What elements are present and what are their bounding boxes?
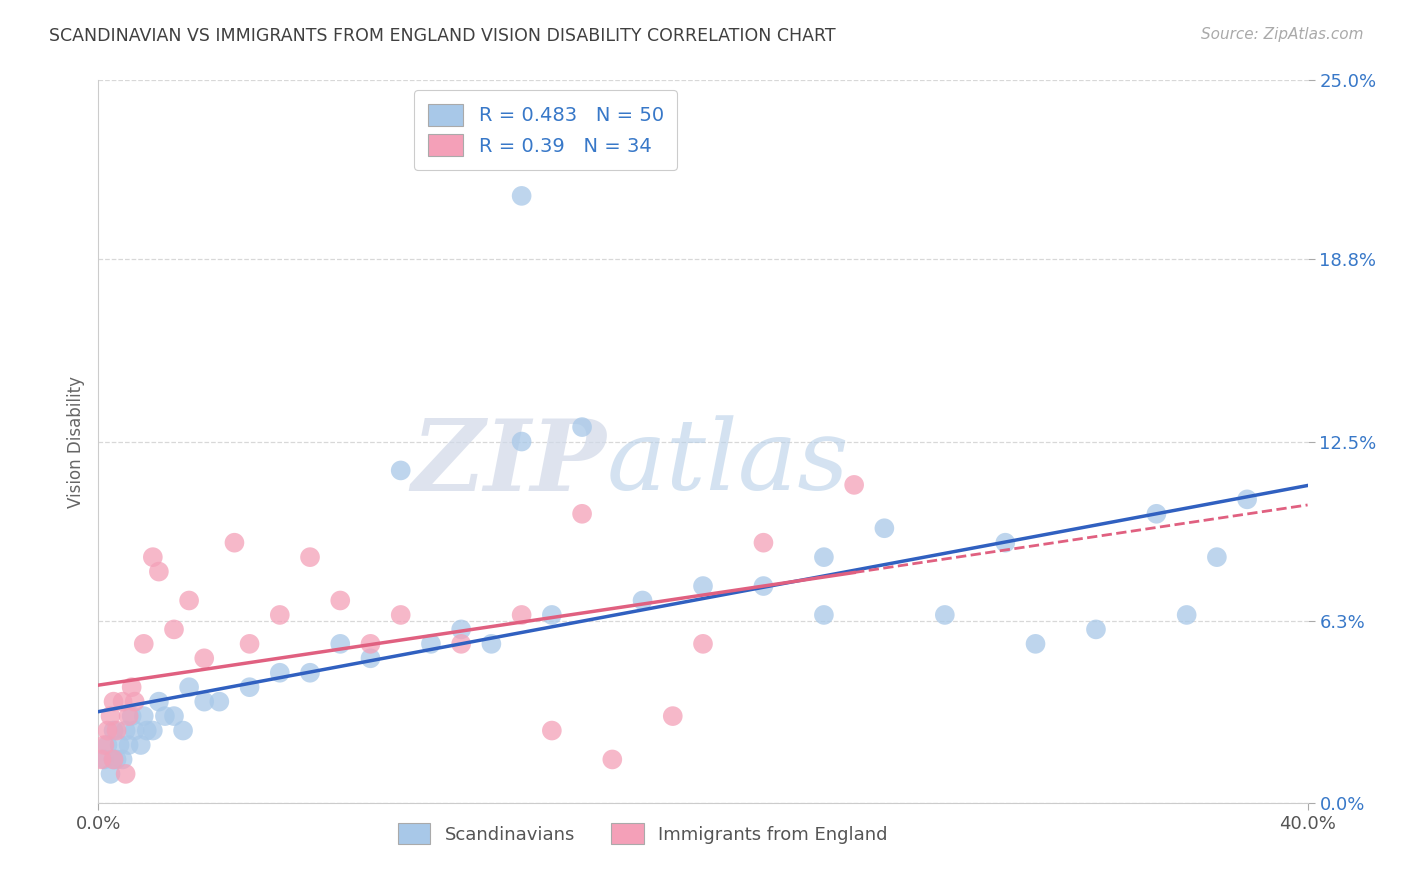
Point <box>1085 623 1108 637</box>
Point <box>510 607 533 622</box>
Text: SCANDINAVIAN VS IMMIGRANTS FROM ENGLAND VISION DISABILITY CORRELATION CHART: SCANDINAVIAN VS IMMIGRANTS FROM ENGLAND … <box>49 27 835 45</box>
Point <box>1175 607 1198 622</box>
Point <box>124 723 146 738</box>
Point <box>813 550 835 565</box>
Point <box>389 463 412 477</box>
Point <box>172 723 194 738</box>
Point <box>93 738 115 752</box>
Point <box>193 651 215 665</box>
Point <box>329 593 352 607</box>
Point <box>108 738 131 752</box>
Point <box>360 637 382 651</box>
Y-axis label: Vision Disability: Vision Disability <box>66 376 84 508</box>
Point <box>179 680 201 694</box>
Point <box>93 752 115 766</box>
Point <box>661 709 683 723</box>
Point <box>540 723 562 738</box>
Point <box>153 709 176 723</box>
Point <box>994 535 1017 549</box>
Point <box>121 680 143 694</box>
Point <box>1024 637 1046 651</box>
Point <box>571 420 593 434</box>
Point <box>121 709 143 723</box>
Point <box>103 752 125 766</box>
Point <box>114 723 136 738</box>
Point <box>299 550 322 565</box>
Point <box>420 637 443 651</box>
Point <box>103 723 125 738</box>
Point <box>510 189 533 203</box>
Point <box>813 607 835 622</box>
Text: atlas: atlas <box>606 416 849 511</box>
Point <box>1146 507 1168 521</box>
Point <box>163 709 186 723</box>
Point <box>329 637 352 651</box>
Point <box>103 695 125 709</box>
Point <box>571 507 593 521</box>
Point <box>631 593 654 607</box>
Point <box>96 723 118 738</box>
Point <box>299 665 322 680</box>
Text: ZIP: ZIP <box>412 415 606 511</box>
Point <box>132 709 155 723</box>
Point <box>148 565 170 579</box>
Point <box>132 637 155 651</box>
Point <box>100 767 122 781</box>
Point <box>752 535 775 549</box>
Point <box>1206 550 1229 565</box>
Point <box>105 723 128 738</box>
Point <box>389 607 412 622</box>
Point <box>844 478 866 492</box>
Point <box>360 651 382 665</box>
Point <box>142 723 165 738</box>
Point <box>934 607 956 622</box>
Point <box>269 665 291 680</box>
Point <box>208 695 231 709</box>
Point <box>450 637 472 651</box>
Point <box>450 623 472 637</box>
Point <box>100 709 122 723</box>
Point <box>692 637 714 651</box>
Point <box>163 623 186 637</box>
Point <box>90 752 112 766</box>
Point <box>118 738 141 752</box>
Point <box>692 579 714 593</box>
Legend: Scandinavians, Immigrants from England: Scandinavians, Immigrants from England <box>387 813 898 855</box>
Point <box>269 607 291 622</box>
Point <box>481 637 503 651</box>
Point <box>1236 492 1258 507</box>
Point <box>124 695 146 709</box>
Point <box>118 709 141 723</box>
Point <box>114 767 136 781</box>
Point <box>129 738 152 752</box>
Point <box>96 738 118 752</box>
Point <box>179 593 201 607</box>
Point <box>224 535 246 549</box>
Text: Source: ZipAtlas.com: Source: ZipAtlas.com <box>1201 27 1364 42</box>
Point <box>239 637 262 651</box>
Point <box>142 550 165 565</box>
Point <box>873 521 896 535</box>
Point <box>239 680 262 694</box>
Point <box>148 695 170 709</box>
Point <box>193 695 215 709</box>
Point <box>105 752 128 766</box>
Point <box>111 695 134 709</box>
Point <box>540 607 562 622</box>
Point <box>752 579 775 593</box>
Point <box>602 752 624 766</box>
Point <box>510 434 533 449</box>
Point <box>135 723 157 738</box>
Point <box>103 752 125 766</box>
Point <box>111 752 134 766</box>
